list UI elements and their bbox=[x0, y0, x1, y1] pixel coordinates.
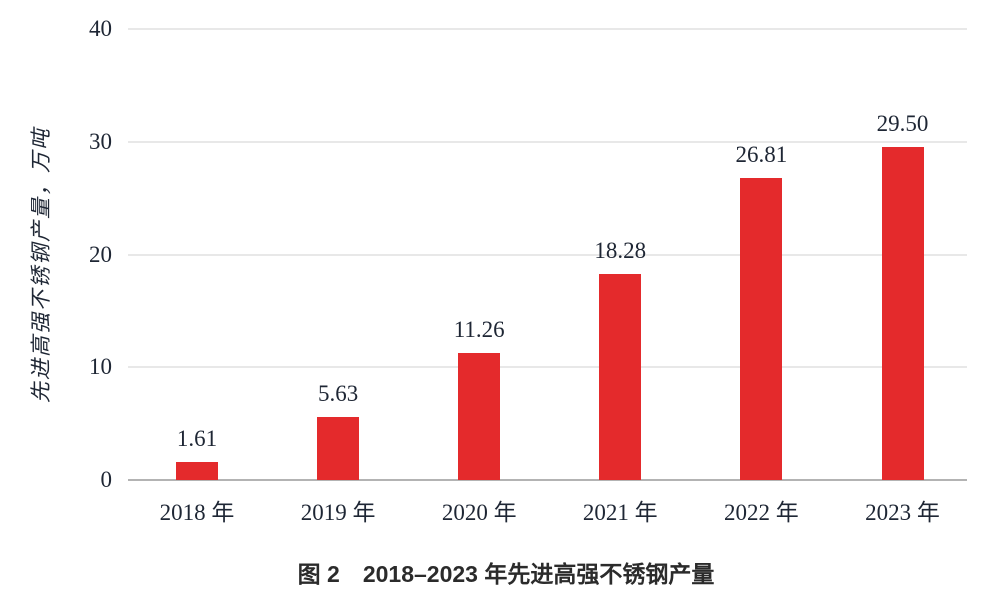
x-tick-label: 2022 年 bbox=[724, 500, 799, 525]
bar-2018年 bbox=[176, 461, 218, 480]
bar-2022年 bbox=[740, 177, 783, 480]
bar-2021年 bbox=[599, 273, 642, 480]
y-tick-label-0: 0 bbox=[100, 467, 113, 492]
bar-2023年 bbox=[881, 147, 924, 480]
bar-value-label: 29.50 bbox=[876, 111, 929, 137]
y-tick-label-20: 20 bbox=[89, 241, 112, 267]
y-tick-label-30: 30 bbox=[89, 128, 112, 154]
x-tick-label: 2023 年 bbox=[865, 500, 940, 525]
gridline-30 bbox=[128, 140, 967, 143]
figure-caption: 图 2 2018–2023 年先进高强不锈钢产量 bbox=[297, 561, 715, 587]
x-axis-line bbox=[128, 479, 967, 481]
bar-value-label: 11.26 bbox=[453, 317, 505, 343]
y-tick-label-40: 40 bbox=[89, 16, 112, 41]
y-tick-label-10: 10 bbox=[89, 354, 112, 380]
x-tick-label: 2018 年 bbox=[159, 500, 235, 525]
y-axis-title-text: 先进高强不锈钢产量，万吨 bbox=[29, 127, 53, 403]
gridline-40 bbox=[128, 28, 967, 30]
gridline-20 bbox=[128, 253, 967, 256]
x-tick-label: 2020 年 bbox=[441, 500, 517, 525]
bar-value-label: 1.61 bbox=[176, 425, 218, 451]
bar-value-label: 18.28 bbox=[594, 237, 647, 263]
bar-value-label: 26.81 bbox=[735, 141, 788, 167]
x-tick-label: 2021 年 bbox=[582, 500, 658, 525]
x-tick-label: 2019 年 bbox=[300, 500, 376, 525]
bar-2020年 bbox=[458, 353, 501, 480]
gridline-10 bbox=[128, 366, 967, 369]
bar-value-label: 5.63 bbox=[317, 380, 359, 406]
bar-2019年 bbox=[317, 416, 360, 480]
